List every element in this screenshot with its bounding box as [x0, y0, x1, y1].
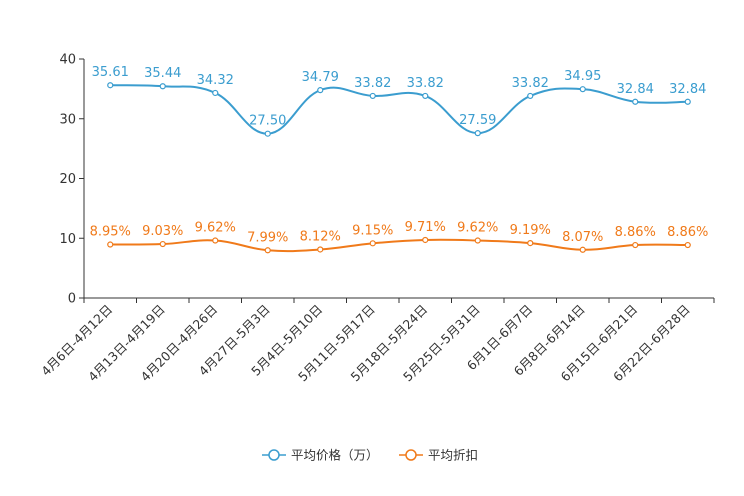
legend-item-1[interactable]: 平均价格（万）: [262, 448, 379, 463]
y-tick-label: 30: [59, 112, 76, 127]
data-point[interactable]: [474, 130, 481, 137]
data-point[interactable]: [264, 130, 271, 137]
data-label: 9.62%: [457, 221, 498, 236]
data-label: 33.82: [512, 76, 549, 91]
data-label: 9.62%: [195, 221, 236, 236]
data-point[interactable]: [422, 236, 429, 244]
data-point[interactable]: [684, 241, 691, 249]
data-point[interactable]: [369, 240, 376, 247]
legend-item-2[interactable]: 平均折扣: [399, 448, 478, 463]
data-point[interactable]: [159, 83, 166, 90]
data-label: 33.82: [407, 76, 444, 91]
data-point[interactable]: [527, 239, 534, 247]
data-label: 34.32: [197, 73, 234, 88]
data-label: 27.50: [249, 114, 286, 129]
data-point[interactable]: [317, 87, 324, 94]
legend[interactable]: 平均价格（万） 平均折扣: [262, 448, 478, 463]
series-1: 35.61 35.44 34.32 27.50 34.79 33.82 33.82 27.59…: [92, 65, 706, 137]
data-label: 9.71%: [405, 220, 446, 235]
data-label: 33.82: [354, 76, 391, 91]
legend-marker: [405, 449, 417, 461]
y-tick-label: 10: [59, 232, 76, 247]
data-point[interactable]: [317, 246, 324, 253]
series-2: 8.95% 9.03% 9.62% 7.99% 8.12% 9.15% 9.71% 9.62%…: [90, 220, 708, 254]
data-label: 9.15%: [352, 223, 393, 238]
data-point[interactable]: [212, 89, 219, 97]
data-point[interactable]: [369, 92, 376, 100]
data-point[interactable]: [212, 237, 219, 244]
data-point[interactable]: [159, 240, 166, 248]
data-label: 8.86%: [615, 225, 656, 240]
y-tick-label: 20: [59, 172, 76, 187]
data-point[interactable]: [632, 98, 639, 105]
data-label: 8.86%: [667, 225, 708, 240]
data-label: 8.95%: [90, 225, 131, 240]
data-point[interactable]: [684, 98, 691, 105]
y-tick-label: 40: [59, 53, 76, 68]
series-line: [110, 238, 688, 253]
data-label: 34.95: [564, 69, 601, 84]
series-line: [110, 84, 688, 135]
data-label: 7.99%: [247, 230, 288, 245]
data-label: 35.61: [92, 65, 129, 80]
data-point[interactable]: [264, 247, 271, 254]
data-point[interactable]: [579, 246, 586, 253]
data-label: 9.03%: [142, 224, 183, 239]
data-label: 9.19%: [510, 223, 551, 238]
data-label: 34.79: [302, 70, 339, 85]
data-point[interactable]: [422, 92, 429, 100]
legend-label: 平均价格（万）: [291, 448, 379, 463]
y-axis-ticks: 0 10 20 30 40: [59, 53, 84, 307]
data-label: 8.12%: [300, 229, 341, 244]
data-label: 8.07%: [562, 230, 603, 245]
legend-label: 平均折扣: [428, 448, 478, 463]
data-point[interactable]: [474, 237, 481, 244]
data-point[interactable]: [527, 92, 534, 100]
data-point[interactable]: [632, 241, 639, 249]
x-axis-tick-labels: 4月6日-4月12日4月13日-4月19日4月20日-4月26日4月27日-5月…: [38, 298, 715, 384]
data-point[interactable]: [579, 86, 586, 93]
data-point[interactable]: [107, 241, 114, 248]
legend-marker: [268, 449, 280, 461]
data-label: 32.84: [669, 82, 706, 97]
data-label: 27.59: [459, 113, 496, 128]
data-label: 32.84: [617, 82, 654, 97]
data-point[interactable]: [107, 82, 114, 89]
series: 35.61 35.44 34.32 27.50 34.79 33.82 33.82 27.59…: [90, 65, 708, 254]
y-tick-label: 0: [68, 292, 76, 307]
data-label: 35.44: [144, 66, 181, 81]
